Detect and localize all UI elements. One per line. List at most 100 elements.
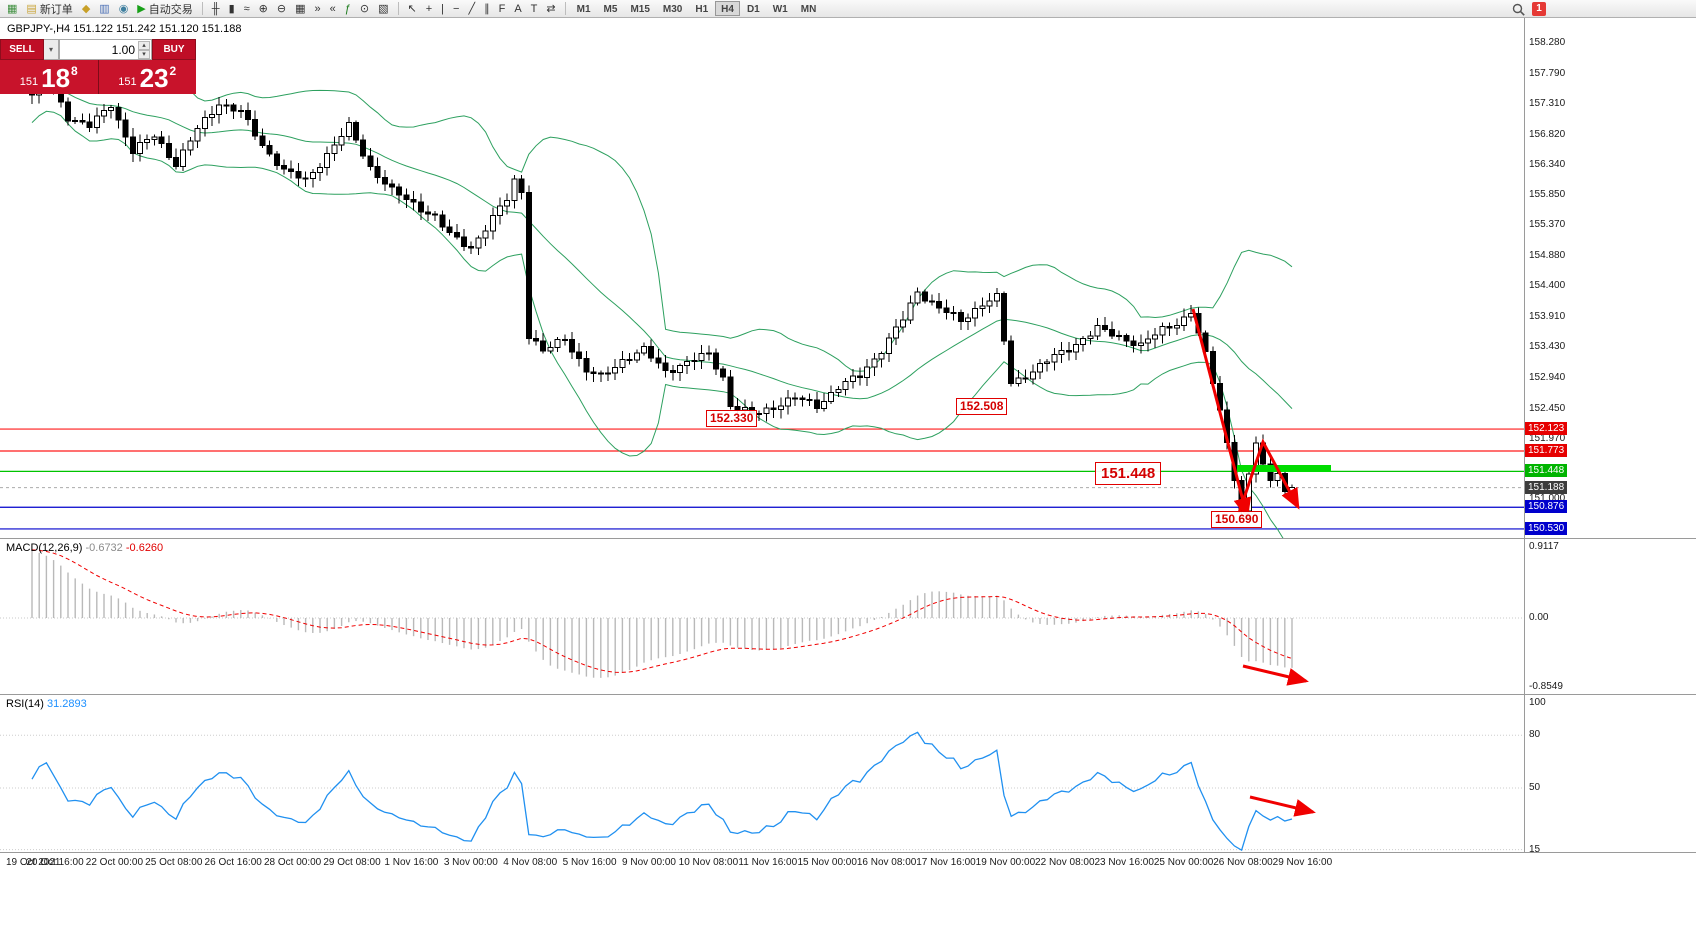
timeframe-h1[interactable]: H1 xyxy=(695,4,709,15)
price-label-box[interactable]: 151.448 xyxy=(1095,462,1162,485)
line-chart-type-icon: ≈ xyxy=(243,2,250,15)
periods-icon: ⊙ xyxy=(359,2,370,15)
cursor-button[interactable]: ↖ xyxy=(404,1,421,17)
sell-price-prefix: 151 xyxy=(19,76,39,88)
auto-scroll-button[interactable]: » xyxy=(311,1,325,17)
buy-price-button[interactable]: 151 23 2 xyxy=(98,60,196,94)
price-axis-label: 158.280 xyxy=(1529,37,1566,48)
price-axis-label: 156.340 xyxy=(1529,158,1566,170)
line-chart-type-button[interactable]: ≈ xyxy=(240,1,254,17)
bar-chart-type-button[interactable]: ╫ xyxy=(208,1,224,17)
channel-button[interactable]: ∥ xyxy=(480,1,494,17)
label-button[interactable]: T xyxy=(527,1,542,17)
text-button[interactable]: A xyxy=(510,1,525,17)
templates-button[interactable]: ▧ xyxy=(374,1,392,17)
macd-main-value: -0.6732 xyxy=(85,542,123,554)
macd-histogram xyxy=(31,549,1293,678)
rsi-label: RSI(14) 31.2893 xyxy=(6,698,87,710)
price-label-box[interactable]: 150.690 xyxy=(1211,511,1263,528)
toolbar-separator xyxy=(564,2,566,15)
macd-layer xyxy=(0,549,1524,678)
volume-down-button[interactable]: ▾ xyxy=(138,49,150,59)
price-axis-label: 152.450 xyxy=(1529,402,1566,414)
buy-price-prefix: 151 xyxy=(118,76,137,88)
volume-input[interactable]: 1.00 ▴ ▾ xyxy=(59,39,152,60)
chart-profiles-button[interactable]: ◆ xyxy=(78,1,94,17)
auto-trading-button[interactable]: ▶ 自动交易 xyxy=(133,1,196,17)
rsi-axis-label: 15 xyxy=(1529,843,1541,855)
crosshair-icon: + xyxy=(425,2,433,15)
trend-arrow-main-decline[interactable] xyxy=(1191,308,1252,519)
arrows-icon: ⇄ xyxy=(546,2,556,15)
time-axis-label: 17 Nov 16:00 xyxy=(916,857,976,868)
arrows-button[interactable]: ⇄ xyxy=(542,1,559,17)
periods-button[interactable]: ⊙ xyxy=(356,1,373,17)
candlestick-type-icon: ▮ xyxy=(228,2,235,15)
time-axis-label: 26 Oct 16:00 xyxy=(204,857,262,868)
time-axis-label: 19 Oct 2021 xyxy=(6,857,61,868)
trend-arrow-rsi[interactable] xyxy=(1249,795,1316,817)
price-axis-label: 155.370 xyxy=(1529,219,1566,231)
time-axis-label: 15 Nov 00:00 xyxy=(797,857,857,868)
timeframe-m5[interactable]: M5 xyxy=(603,4,618,15)
volume-spinner: ▴ ▾ xyxy=(138,40,150,59)
time-axis-label: 22 Oct 00:00 xyxy=(85,857,144,868)
time-axis-label: 28 Oct 00:00 xyxy=(263,857,322,868)
market-watch-icon: ▥ xyxy=(99,2,110,15)
zoom-in-button[interactable]: ⊕ xyxy=(255,1,272,17)
horizontal-line-button[interactable]: − xyxy=(449,1,463,17)
time-axis-label: 5 Nov 16:00 xyxy=(562,857,617,868)
macd-label: MACD(12,26,9) -0.6732 -0.6260 xyxy=(6,542,163,554)
bollinger-lower-band xyxy=(31,110,1284,538)
search-icon[interactable] xyxy=(1512,3,1525,16)
market-watch-button[interactable]: ▥ xyxy=(95,1,113,17)
bar-chart-type-icon: ╫ xyxy=(211,2,220,15)
fibonacci-button[interactable]: F xyxy=(495,1,510,17)
sell-button[interactable]: SELL xyxy=(0,39,44,60)
cursor-icon: ↖ xyxy=(407,2,417,15)
auto-scroll-icon: » xyxy=(314,2,321,15)
tile-windows-button[interactable]: ▦ xyxy=(291,1,309,17)
candlestick-type-button[interactable]: ▮ xyxy=(225,1,239,17)
timeframe-d1[interactable]: D1 xyxy=(746,4,760,15)
timeframe-m1[interactable]: M1 xyxy=(576,4,591,15)
volume-up-button[interactable]: ▴ xyxy=(138,40,150,50)
data-window-button[interactable]: ◉ xyxy=(115,1,133,17)
chart-mini-icon-button[interactable]: ▦ xyxy=(3,1,21,17)
crosshair-button[interactable]: + xyxy=(422,1,436,17)
tile-windows-icon: ▦ xyxy=(295,2,306,15)
price-axis-label: 151.970 xyxy=(1529,432,1566,444)
rsi-name: RSI(14) xyxy=(6,698,44,710)
new-order-icon: ▤ xyxy=(26,2,37,15)
buy-button[interactable]: BUY xyxy=(152,39,196,60)
price-line-label: 151.773 xyxy=(1525,443,1568,457)
notification-badge[interactable]: 1 xyxy=(1532,2,1546,16)
price-axis-label: 157.790 xyxy=(1529,67,1566,79)
label-icon: T xyxy=(530,2,538,15)
timeframe-m30[interactable]: M30 xyxy=(662,4,683,15)
timeframe-m15[interactable]: M15 xyxy=(630,4,650,15)
timeframe-mn[interactable]: MN xyxy=(800,4,817,15)
trend-arrow-zigzag[interactable] xyxy=(1237,438,1300,514)
price-line-label: 151.448 xyxy=(1525,464,1568,478)
support-zone-bar[interactable] xyxy=(1237,465,1331,472)
new-order-button[interactable]: ▤ 新订单 xyxy=(22,1,76,17)
price-label-box[interactable]: 152.330 xyxy=(706,410,758,427)
trend-arrow-macd[interactable] xyxy=(1242,664,1309,686)
volume-dropdown[interactable]: ▾ xyxy=(44,39,59,60)
zoom-out-button[interactable]: ⊖ xyxy=(273,1,290,17)
price-line-label: 150.876 xyxy=(1525,500,1568,514)
horizontal-line-icon: − xyxy=(453,2,460,15)
price-label-box[interactable]: 152.508 xyxy=(956,398,1008,415)
sell-price-button[interactable]: 151 18 8 xyxy=(0,60,99,94)
price-axis-label: 151.000 xyxy=(1529,493,1566,505)
trendline-button[interactable]: ╱ xyxy=(464,1,479,17)
price-axis-label: 154.400 xyxy=(1529,280,1566,292)
price-line-label: 150.530 xyxy=(1525,521,1568,535)
chart-shift-button[interactable]: « xyxy=(326,1,340,17)
zoom-in-icon: ⊕ xyxy=(258,2,268,15)
timeframe-h4[interactable]: H4 xyxy=(715,1,740,16)
timeframe-w1[interactable]: W1 xyxy=(772,4,788,15)
indicators-button[interactable]: ƒ xyxy=(341,1,355,17)
vertical-line-button[interactable]: | xyxy=(437,1,448,17)
